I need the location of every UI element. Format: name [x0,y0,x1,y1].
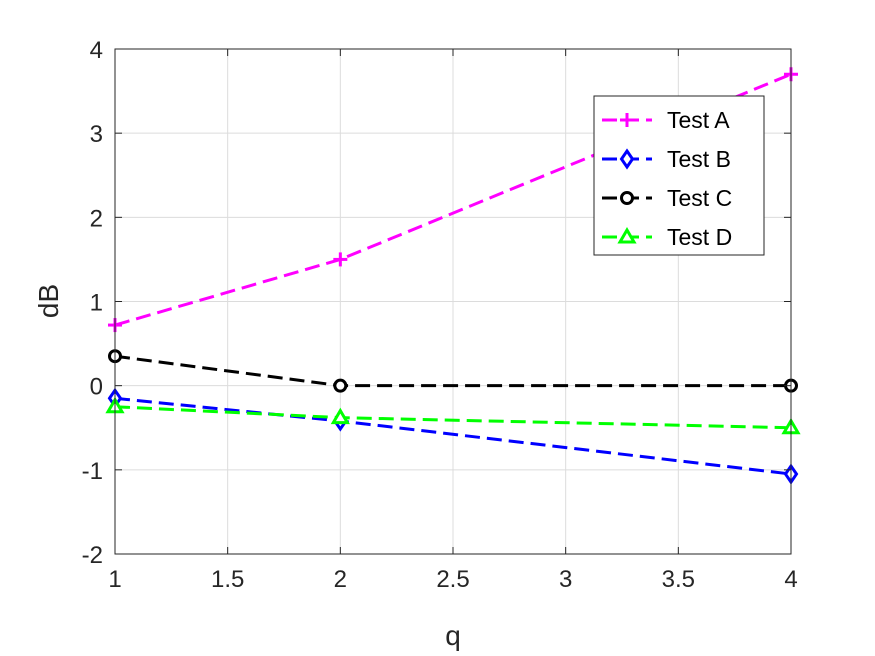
legend-marker [620,113,634,127]
x-tick-label: 3.5 [662,566,695,593]
legend-marker [617,227,637,244]
data-point-marker [333,252,348,267]
legend-entry: Test C [602,185,732,211]
legend-marker [619,148,635,170]
x-tick-label: 3 [559,566,572,593]
legend-label: Test D [667,224,732,250]
y-tick-label: 1 [90,290,103,317]
legend-label: Test A [667,107,730,133]
x-tick-label: 4 [784,566,797,593]
legend: Test A Test B Test C Test D [593,95,765,256]
y-tick-label: 3 [90,121,103,148]
x-tick-label: 1.5 [211,566,244,593]
data-point-marker [333,378,348,393]
x-tick-label: 1 [108,566,121,593]
y-tick-label: 0 [90,374,103,401]
axis-ticks: 1 1.5 2 2.5 3 3.5 4 -2 -1 0 1 2 3 4 [82,37,798,593]
legend-entry: Test D [602,224,732,250]
y-tick-label: 4 [90,37,103,64]
x-axis-label: q [445,620,461,651]
y-tick-label: 2 [90,205,103,232]
legend-label: Test B [667,146,731,172]
legend-label: Test C [667,185,732,211]
legend-box [593,95,765,256]
legend-entry: Test B [602,146,731,172]
y-tick-label: -2 [82,542,103,569]
x-tick-label: 2.5 [436,566,469,593]
y-axis-label: dB [33,284,64,318]
legend-entry: Test A [602,107,730,133]
x-tick-label: 2 [334,566,347,593]
data-point-marker [330,407,350,425]
legend-marker [620,191,634,205]
y-tick-label: -1 [82,458,103,485]
